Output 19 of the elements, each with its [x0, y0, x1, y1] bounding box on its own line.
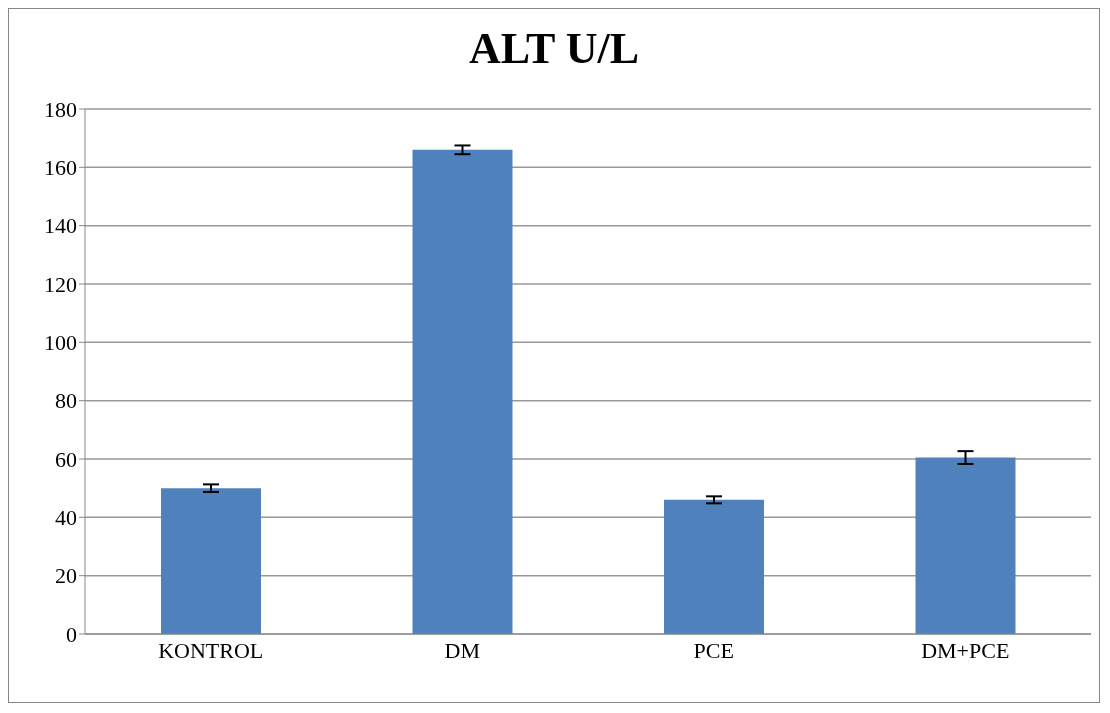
y-tick-label: 40 [55, 505, 77, 531]
bar [161, 488, 261, 634]
y-tick-label: 140 [44, 213, 77, 239]
y-tick-label: 60 [55, 446, 77, 472]
y-tick-label: 0 [66, 621, 77, 647]
bar [915, 457, 1016, 634]
chart-title: ALT U/L [468, 23, 640, 75]
x-tick-label: KONTROL [158, 637, 264, 663]
y-tick-label: 120 [44, 271, 77, 297]
x-tick-label: DM [444, 637, 480, 663]
y-tick-label: 20 [55, 563, 77, 589]
y-tick-label: 80 [55, 388, 77, 414]
y-tick-label: 160 [44, 155, 77, 181]
x-tick-label: DM+PCE [921, 637, 1010, 663]
bar [664, 499, 764, 634]
y-tick-label: 180 [44, 96, 77, 122]
y-tick-label: 100 [44, 330, 77, 356]
bar [412, 149, 513, 634]
x-tick-label: PCE [693, 637, 734, 663]
